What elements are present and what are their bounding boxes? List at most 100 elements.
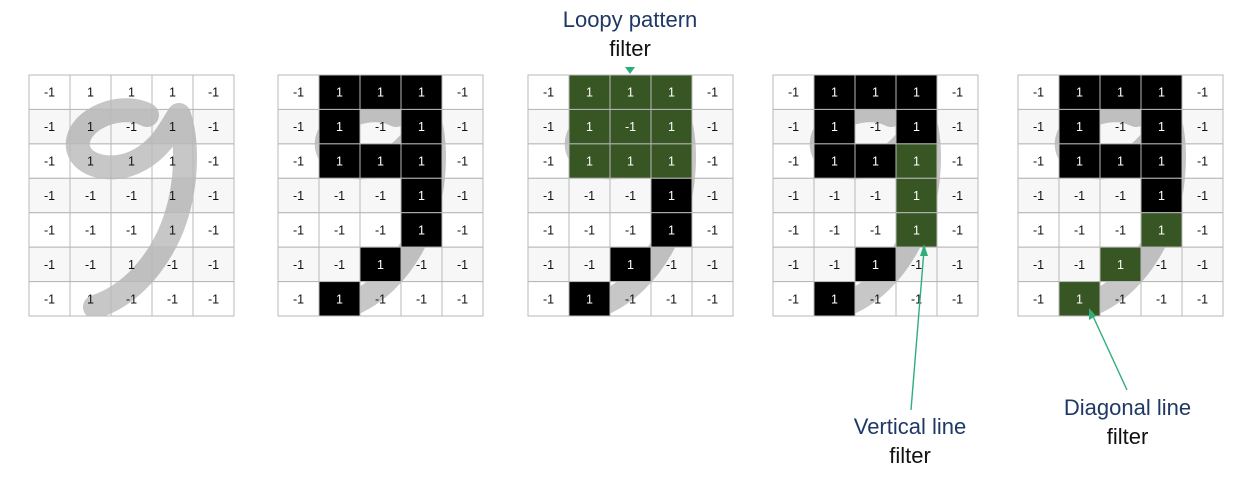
grid-cell bbox=[936, 246, 979, 283]
grid-cell bbox=[1099, 143, 1142, 179]
cell-value: 1 bbox=[668, 189, 675, 203]
cell-value: -1 bbox=[1115, 120, 1126, 134]
grid-cell bbox=[527, 108, 570, 145]
grid-cell bbox=[110, 143, 153, 179]
grid-cell bbox=[1140, 177, 1183, 214]
cell-value: -1 bbox=[952, 258, 963, 272]
grid-cell bbox=[691, 74, 734, 110]
cell-value: -1 bbox=[457, 120, 468, 134]
cell-value: -1 bbox=[666, 258, 677, 272]
cell-value: -1 bbox=[788, 258, 799, 272]
cell-value: 1 bbox=[1158, 223, 1165, 237]
cell-value: -1 bbox=[375, 120, 386, 134]
cell-value: -1 bbox=[666, 292, 677, 306]
grid-cell bbox=[936, 143, 979, 179]
grid-cell bbox=[1058, 246, 1101, 283]
cell-value: -1 bbox=[788, 86, 799, 100]
cell-value: -1 bbox=[543, 258, 554, 272]
grid-original-cells: -1 1 1 1 -1 -1 1 -1 1 -1 -1 1 1 1 -1 -1 -1 -1 1 -1 -1 -1 -1 1 -1… bbox=[28, 74, 235, 317]
grid-cell bbox=[69, 246, 112, 283]
loopy-pattern-subtitle: filter bbox=[609, 36, 651, 61]
cell-value: -1 bbox=[870, 292, 881, 306]
grid-cell bbox=[609, 212, 652, 248]
grid-cell bbox=[110, 246, 153, 283]
grid-cell bbox=[609, 246, 652, 283]
cell-value: 1 bbox=[418, 189, 425, 203]
cell-value: -1 bbox=[584, 223, 595, 237]
cell-value: -1 bbox=[1033, 292, 1044, 306]
cell-value: -1 bbox=[44, 120, 55, 134]
grid-cell bbox=[813, 108, 856, 145]
cell-value: -1 bbox=[870, 189, 881, 203]
cell-value: -1 bbox=[1033, 86, 1044, 100]
grid-cell bbox=[568, 74, 611, 110]
grid-cell bbox=[895, 177, 938, 214]
grid-cell bbox=[1017, 108, 1060, 145]
cell-value: -1 bbox=[788, 155, 799, 169]
cell-value: 1 bbox=[913, 223, 920, 237]
grid-cell bbox=[441, 281, 484, 317]
grid-cell bbox=[609, 281, 652, 317]
cell-value: -1 bbox=[1074, 189, 1085, 203]
cell-value: 1 bbox=[627, 258, 634, 272]
grid-cell bbox=[1140, 212, 1183, 248]
cell-value: -1 bbox=[707, 223, 718, 237]
cell-value: -1 bbox=[375, 189, 386, 203]
cell-value: -1 bbox=[126, 292, 137, 306]
grid-cell bbox=[441, 246, 484, 283]
grid-cell bbox=[1140, 108, 1183, 145]
cell-value: 1 bbox=[586, 155, 593, 169]
cell-value: -1 bbox=[334, 258, 345, 272]
cell-value: -1 bbox=[625, 223, 636, 237]
cell-value: 1 bbox=[1076, 120, 1083, 134]
grid-cell bbox=[691, 143, 734, 179]
cell-value: -1 bbox=[1115, 189, 1126, 203]
cell-value: 1 bbox=[418, 86, 425, 100]
grid-cell bbox=[691, 281, 734, 317]
grid-cell bbox=[359, 177, 402, 214]
grid-loopy-cells: -1 1 1 1 -1 -1 1 -1 1 -1 -1 1 1 1 -1 -1 -1 -1 1 -1 -1 -1 -1 1 -1… bbox=[527, 74, 734, 317]
cell-value: -1 bbox=[85, 258, 96, 272]
grid-cell bbox=[318, 212, 361, 248]
cell-value: 1 bbox=[169, 86, 176, 100]
grid-cell bbox=[691, 246, 734, 283]
grid-cell bbox=[568, 212, 611, 248]
cell-value: -1 bbox=[707, 258, 718, 272]
cell-value: -1 bbox=[1074, 223, 1085, 237]
cell-value: -1 bbox=[457, 189, 468, 203]
cell-value: -1 bbox=[85, 189, 96, 203]
cell-value: -1 bbox=[584, 189, 595, 203]
grid-cell bbox=[650, 246, 693, 283]
cell-value: -1 bbox=[952, 292, 963, 306]
cell-value: -1 bbox=[293, 258, 304, 272]
grid-cell bbox=[936, 74, 979, 110]
cell-value: -1 bbox=[1033, 189, 1044, 203]
cell-value: -1 bbox=[208, 86, 219, 100]
cell-value: -1 bbox=[1197, 292, 1208, 306]
grid-cell bbox=[650, 108, 693, 145]
diagonal-line-subtitle: filter bbox=[1106, 424, 1149, 449]
grid-cell bbox=[151, 246, 194, 283]
cell-value: 1 bbox=[913, 86, 920, 100]
grid-binarized-cells: -1 1 1 1 -1 -1 1 -1 1 -1 -1 1 1 1 -1 -1 -1 -1 1 -1 -1 -1 -1 1 -1… bbox=[277, 74, 484, 317]
cell-value: -1 bbox=[543, 155, 554, 169]
grid-cell bbox=[936, 177, 979, 214]
grid-cell bbox=[151, 281, 194, 317]
grid-cell bbox=[772, 281, 815, 317]
cell-value: -1 bbox=[952, 86, 963, 100]
cell-value: -1 bbox=[788, 120, 799, 134]
grid-cell bbox=[854, 177, 897, 214]
grid-cell bbox=[400, 108, 443, 145]
grid-cell bbox=[110, 177, 153, 214]
grid-cell bbox=[813, 143, 856, 179]
cell-value: 1 bbox=[1076, 155, 1083, 169]
vertical-line-label: Vertical line filter bbox=[815, 412, 1005, 470]
grid-cell bbox=[359, 143, 402, 179]
cell-value: -1 bbox=[167, 292, 178, 306]
cell-value: 1 bbox=[128, 258, 135, 272]
cell-value: 1 bbox=[668, 86, 675, 100]
cell-value: 1 bbox=[336, 292, 343, 306]
grid-cell bbox=[277, 74, 320, 110]
grid-cell bbox=[277, 212, 320, 248]
grid-cell bbox=[1058, 108, 1101, 145]
